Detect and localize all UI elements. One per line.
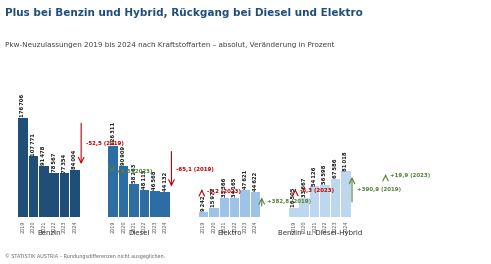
Text: 2021: 2021 [41, 221, 46, 233]
Text: -5,2 (2023): -5,2 (2023) [207, 189, 241, 194]
Text: © STATISTIK AUSTRIA – Rundungsdifferenzen nicht ausgeglichen.: © STATISTIK AUSTRIA – Rundungsdifferenze… [5, 253, 165, 259]
Bar [109, 146, 118, 217]
Text: 67 586: 67 586 [333, 159, 338, 178]
Text: 47 621: 47 621 [243, 170, 247, 189]
Bar [330, 179, 340, 217]
Text: 107 771: 107 771 [31, 133, 36, 155]
Text: 84 004: 84 004 [72, 150, 78, 169]
Text: 90 909: 90 909 [121, 146, 126, 165]
Text: 2019: 2019 [291, 221, 297, 233]
Text: 2024: 2024 [72, 221, 78, 233]
Text: 9 242: 9 242 [201, 195, 206, 211]
Bar [240, 190, 250, 217]
Text: 81 018: 81 018 [343, 151, 348, 171]
Text: 2021: 2021 [222, 221, 227, 233]
Bar [150, 191, 160, 217]
Bar [60, 173, 69, 217]
Text: 34 165: 34 165 [232, 177, 237, 197]
Text: 2020: 2020 [121, 221, 126, 233]
Text: 2023: 2023 [243, 221, 247, 233]
Text: -65,1 (2019): -65,1 (2019) [176, 167, 214, 172]
Text: 56 598: 56 598 [323, 165, 327, 184]
Text: 48 115: 48 115 [142, 169, 147, 189]
Text: 58 263: 58 263 [132, 164, 136, 183]
Text: 2024: 2024 [343, 221, 348, 233]
Text: 91 478: 91 478 [41, 145, 46, 165]
Text: 33 366: 33 366 [222, 178, 227, 197]
Text: -52,5 (2019): -52,5 (2019) [86, 141, 124, 146]
Text: Benzin- u. Diesel-Hybrid: Benzin- u. Diesel-Hybrid [278, 230, 362, 236]
Text: 44 132: 44 132 [163, 172, 168, 191]
Text: 2021: 2021 [312, 221, 317, 233]
Text: Plus bei Benzin und Hybrid, Rückgang bei Diesel und Elektro: Plus bei Benzin und Hybrid, Rückgang bei… [5, 8, 363, 18]
Text: Diesel: Diesel [129, 230, 150, 236]
Text: 2024: 2024 [253, 221, 258, 233]
Text: 2019: 2019 [111, 221, 116, 233]
Bar [70, 170, 80, 217]
Text: 44 622: 44 622 [253, 172, 258, 191]
Text: +19,9 (2023): +19,9 (2023) [390, 173, 431, 178]
Text: 54 126: 54 126 [312, 166, 317, 186]
Bar [39, 166, 49, 217]
Text: 2023: 2023 [62, 221, 67, 233]
Bar [209, 208, 218, 217]
Text: 46 568: 46 568 [152, 171, 157, 190]
Bar [251, 192, 260, 217]
Text: Pkw-Neuzulassungen 2019 bis 2024 nach Kraftstoffarten – absolut, Veränderung in : Pkw-Neuzulassungen 2019 bis 2024 nach Kr… [5, 42, 334, 48]
Text: 15 972: 15 972 [212, 188, 217, 207]
Bar [199, 212, 208, 217]
Text: 2023: 2023 [152, 221, 157, 233]
Bar [161, 192, 170, 217]
Bar [300, 198, 309, 217]
Text: 2024: 2024 [163, 221, 168, 233]
Bar [119, 166, 129, 217]
Text: 2023: 2023 [333, 221, 338, 233]
Text: +8,6 (2023): +8,6 (2023) [116, 169, 153, 174]
Text: +382,8 (2019): +382,8 (2019) [267, 199, 311, 204]
Bar [129, 184, 139, 217]
Text: 2022: 2022 [323, 221, 327, 233]
Bar [230, 198, 240, 217]
Text: 2020: 2020 [212, 221, 217, 233]
Text: 2019: 2019 [201, 221, 206, 233]
Bar [18, 118, 28, 217]
Text: 2021: 2021 [132, 221, 136, 233]
Text: 2019: 2019 [21, 221, 26, 233]
Text: -6,3 (2023): -6,3 (2023) [300, 188, 334, 194]
Bar [320, 185, 330, 217]
Text: 2020: 2020 [302, 221, 307, 233]
Text: Elektro: Elektro [218, 230, 242, 236]
Bar [139, 190, 149, 217]
Bar [219, 198, 229, 217]
Text: 2022: 2022 [142, 221, 147, 233]
Bar [289, 208, 299, 217]
Text: 126 311: 126 311 [111, 122, 116, 145]
Text: 2020: 2020 [31, 221, 36, 233]
Bar [28, 156, 38, 217]
Text: 33 667: 33 667 [302, 178, 307, 197]
Text: 2022: 2022 [232, 221, 237, 233]
Bar [341, 171, 351, 217]
Text: 2022: 2022 [52, 221, 56, 233]
Text: Benzin: Benzin [37, 230, 61, 236]
Text: 16 505: 16 505 [291, 187, 297, 207]
Text: 77 354: 77 354 [62, 154, 67, 173]
Bar [310, 186, 319, 217]
Text: 78 567: 78 567 [52, 153, 56, 172]
Text: 176 706: 176 706 [21, 94, 26, 117]
Text: +390,9 (2019): +390,9 (2019) [357, 187, 401, 192]
Bar [50, 173, 59, 217]
